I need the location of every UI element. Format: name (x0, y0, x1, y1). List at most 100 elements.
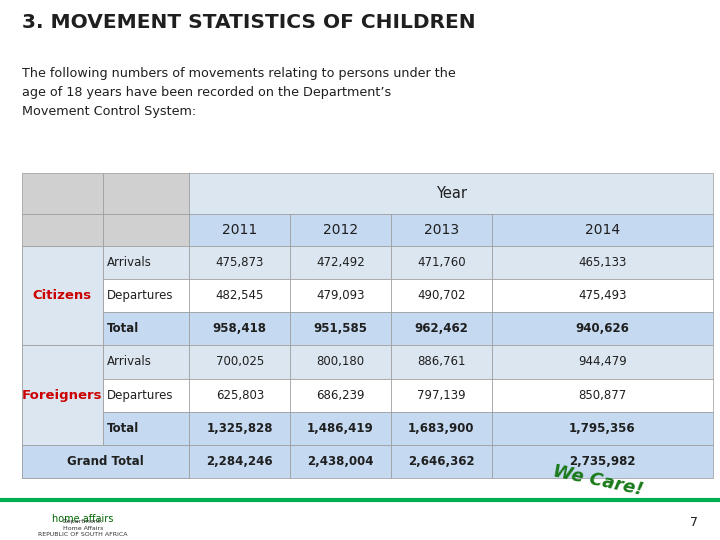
Text: 475,493: 475,493 (578, 289, 626, 302)
Text: 944,479: 944,479 (578, 355, 626, 368)
Bar (103, 445, 189, 478)
Bar (290, 379, 391, 411)
Bar (391, 214, 492, 246)
Text: 958,418: 958,418 (213, 322, 266, 335)
Text: We Care!: We Care! (551, 463, 644, 500)
Text: Grand Total: Grand Total (67, 455, 144, 468)
Bar (290, 346, 391, 379)
Bar (290, 279, 391, 312)
Text: 962,462: 962,462 (415, 322, 468, 335)
Bar (189, 379, 290, 411)
Text: 475,873: 475,873 (215, 256, 264, 269)
Bar (290, 214, 391, 246)
Text: 2,438,004: 2,438,004 (307, 455, 374, 468)
Text: 479,093: 479,093 (316, 289, 365, 302)
Text: Departures: Departures (107, 289, 174, 302)
Bar (391, 279, 492, 312)
Bar (189, 346, 290, 379)
Bar (290, 312, 391, 346)
Text: 850,877: 850,877 (578, 389, 626, 402)
Text: 2011: 2011 (222, 223, 257, 237)
Bar (189, 279, 290, 312)
Text: The following numbers of movements relating to persons under the
age of 18 years: The following numbers of movements relat… (22, 68, 455, 118)
Bar (103, 312, 189, 346)
Text: 886,761: 886,761 (417, 355, 466, 368)
Bar (189, 246, 290, 279)
Text: Total: Total (107, 322, 140, 335)
Bar (189, 411, 290, 445)
Bar (103, 346, 189, 379)
Text: Year: Year (436, 186, 467, 201)
Bar (189, 173, 713, 214)
Text: 1,325,828: 1,325,828 (207, 422, 273, 435)
Text: 2014: 2014 (585, 223, 620, 237)
Bar (22, 445, 103, 478)
Text: home affairs: home affairs (52, 515, 114, 524)
Bar (492, 411, 713, 445)
Bar (391, 346, 492, 379)
Bar (189, 312, 290, 346)
Bar (492, 445, 713, 478)
Text: 471,760: 471,760 (417, 256, 466, 269)
Bar (22, 246, 103, 346)
Text: Arrivals: Arrivals (107, 355, 152, 368)
Text: 7: 7 (690, 516, 698, 529)
Bar (22, 411, 103, 445)
Bar (103, 411, 189, 445)
Text: Grand Total: Grand Total (107, 455, 184, 468)
Text: 951,585: 951,585 (314, 322, 368, 335)
Bar (391, 312, 492, 346)
Bar (391, 379, 492, 411)
Bar (391, 445, 492, 478)
Bar (189, 445, 290, 478)
Text: 797,139: 797,139 (417, 389, 466, 402)
Bar (22, 312, 103, 346)
Bar (391, 246, 492, 279)
Text: 700,025: 700,025 (215, 355, 264, 368)
Text: Citizens: Citizens (32, 289, 92, 302)
Text: Department:
Home Affairs
REPUBLIC OF SOUTH AFRICA: Department: Home Affairs REPUBLIC OF SOU… (38, 519, 127, 537)
Bar (492, 279, 713, 312)
Bar (22, 279, 103, 312)
Bar (492, 346, 713, 379)
Bar (103, 379, 189, 411)
Text: 482,545: 482,545 (215, 289, 264, 302)
Text: 3. MOVEMENT STATISTICS OF CHILDREN: 3. MOVEMENT STATISTICS OF CHILDREN (22, 14, 475, 32)
Text: 490,702: 490,702 (417, 289, 466, 302)
Text: Foreigners: Foreigners (22, 389, 102, 402)
Text: 940,626: 940,626 (575, 322, 629, 335)
Text: 800,180: 800,180 (317, 355, 364, 368)
Bar (22, 173, 103, 214)
Bar (492, 246, 713, 279)
Bar (492, 214, 713, 246)
Bar (103, 173, 189, 214)
Text: 2,735,982: 2,735,982 (569, 455, 636, 468)
Text: 2,646,362: 2,646,362 (408, 455, 474, 468)
Bar (22, 214, 103, 246)
Text: 1,795,356: 1,795,356 (569, 422, 636, 435)
Text: 2012: 2012 (323, 223, 358, 237)
Text: 1,683,900: 1,683,900 (408, 422, 474, 435)
Bar (22, 246, 103, 279)
Bar (103, 279, 189, 312)
Bar (189, 214, 290, 246)
Text: 2013: 2013 (424, 223, 459, 237)
Text: 2,284,246: 2,284,246 (207, 455, 273, 468)
Text: Arrivals: Arrivals (107, 256, 152, 269)
Bar (290, 246, 391, 279)
Bar (22, 346, 103, 379)
Bar (22, 445, 189, 478)
Bar (492, 312, 713, 346)
Bar (290, 445, 391, 478)
Text: 686,239: 686,239 (316, 389, 365, 402)
Text: Total: Total (107, 422, 140, 435)
Bar (22, 379, 103, 411)
Bar (103, 214, 189, 246)
Text: 625,803: 625,803 (215, 389, 264, 402)
Text: Departures: Departures (107, 389, 174, 402)
Bar (391, 411, 492, 445)
Bar (492, 379, 713, 411)
Bar (22, 346, 103, 445)
Text: 1,486,419: 1,486,419 (307, 422, 374, 435)
Text: 472,492: 472,492 (316, 256, 365, 269)
